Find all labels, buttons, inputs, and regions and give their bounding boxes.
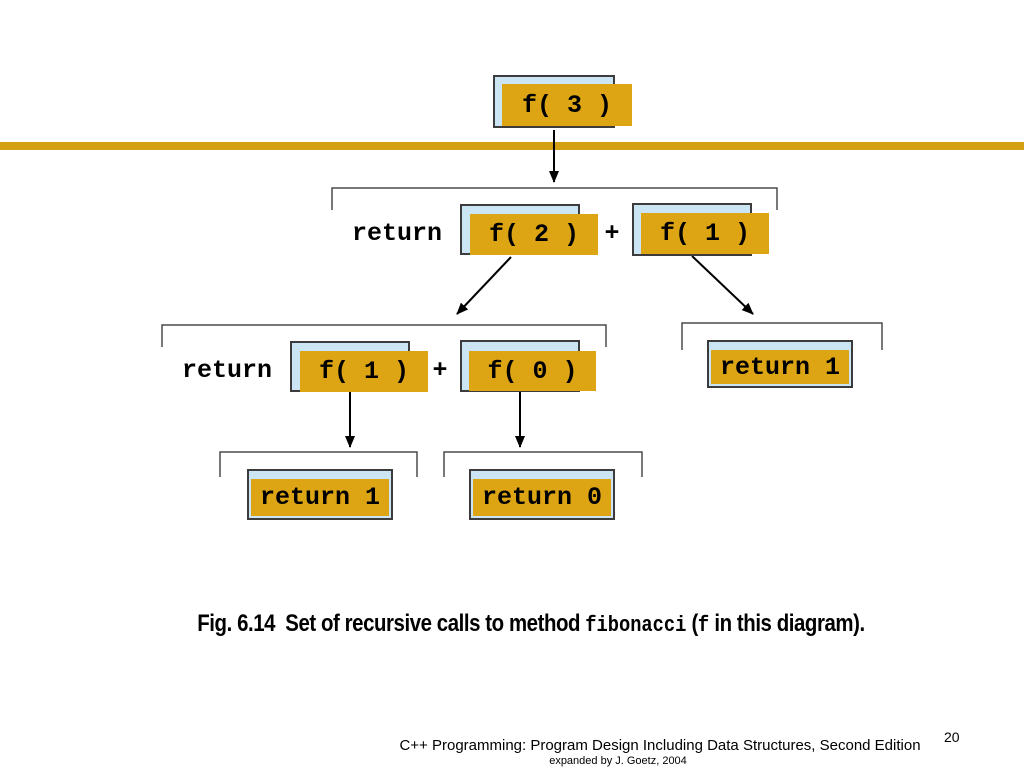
result-box-return1-bottom: return 1 — [247, 469, 393, 520]
plus-operator-level2: + — [604, 219, 620, 248]
caption-text-1: Set of recursive calls to method — [285, 610, 586, 637]
call-box-f0-label: f( 0 ) — [469, 351, 596, 391]
result-box-return1-bottom-label: return 1 — [251, 479, 389, 516]
result-box-return0-bottom-label: return 0 — [473, 479, 611, 516]
return-keyword-level2: return — [352, 219, 443, 248]
page-number: 20 — [944, 729, 960, 745]
figure-caption: Fig. 6.14 Set of recursive calls to metho… — [138, 610, 923, 638]
footer-title: C++ Programming: Program Design Includin… — [399, 737, 921, 754]
footer-subtitle: expanded by J. Goetz, 2004 — [549, 755, 687, 767]
gold-divider-line — [0, 142, 1024, 150]
caption-text-3: in this diagram). — [709, 610, 865, 637]
result-box-return1-right: return 1 — [707, 340, 853, 388]
plus-operator-level3: + — [432, 356, 448, 385]
arrow-f1-to-return1 — [691, 255, 754, 315]
call-box-f3-label: f( 3 ) — [502, 84, 632, 126]
call-box-f1-level2-label: f( 1 ) — [641, 213, 769, 254]
result-box-return0-bottom: return 0 — [469, 469, 615, 520]
caption-code-f: f — [697, 613, 710, 638]
result-box-return1-right-label: return 1 — [711, 350, 849, 384]
return-keyword-level3: return — [182, 356, 273, 385]
arrow-f2-to-level3 — [456, 256, 512, 315]
caption-code-fibonacci: fibonacci — [585, 613, 687, 638]
caption-text-2: ( — [686, 610, 699, 637]
call-box-f1-level3-label: f( 1 ) — [300, 351, 428, 392]
call-box-f2-label: f( 2 ) — [470, 214, 598, 255]
figure-number: Fig. 6.14 — [197, 610, 276, 637]
